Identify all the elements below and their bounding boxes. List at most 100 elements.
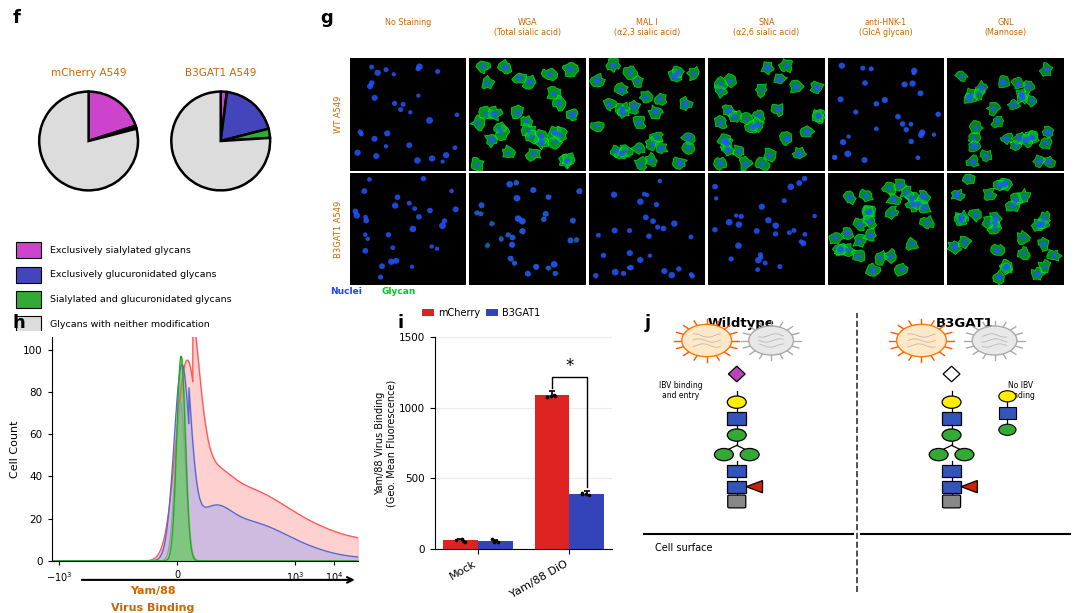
Polygon shape	[639, 259, 641, 261]
Circle shape	[976, 92, 981, 96]
Polygon shape	[998, 178, 1013, 191]
Circle shape	[556, 101, 562, 105]
Polygon shape	[760, 257, 761, 258]
Circle shape	[510, 235, 516, 240]
Polygon shape	[1011, 193, 1024, 207]
Circle shape	[727, 396, 746, 408]
Point	[542, 392, 560, 402]
Polygon shape	[919, 201, 931, 213]
Polygon shape	[744, 120, 759, 133]
Polygon shape	[645, 153, 657, 166]
Point	[574, 489, 591, 498]
Polygon shape	[1007, 99, 1021, 110]
Circle shape	[1043, 265, 1046, 269]
Polygon shape	[630, 143, 645, 154]
Circle shape	[999, 424, 1016, 435]
Wedge shape	[221, 129, 270, 141]
Circle shape	[668, 272, 676, 278]
Circle shape	[942, 429, 961, 441]
Polygon shape	[713, 157, 727, 170]
Polygon shape	[780, 132, 792, 146]
Polygon shape	[1031, 267, 1046, 280]
Circle shape	[796, 180, 802, 186]
Polygon shape	[1010, 140, 1021, 151]
Legend: mCherry, B3GAT1: mCherry, B3GAT1	[419, 304, 543, 322]
Polygon shape	[764, 148, 777, 162]
Circle shape	[620, 106, 625, 112]
Circle shape	[1034, 271, 1041, 277]
Circle shape	[514, 110, 521, 115]
Circle shape	[430, 245, 434, 249]
Circle shape	[648, 254, 652, 258]
Circle shape	[816, 113, 822, 118]
Polygon shape	[1028, 130, 1040, 143]
Polygon shape	[861, 205, 875, 218]
Circle shape	[1021, 251, 1026, 256]
Circle shape	[866, 210, 871, 215]
Polygon shape	[1042, 126, 1054, 139]
Circle shape	[918, 132, 924, 138]
Circle shape	[650, 218, 656, 224]
Circle shape	[1018, 91, 1025, 97]
Polygon shape	[562, 153, 575, 168]
Circle shape	[575, 238, 579, 242]
Polygon shape	[497, 59, 511, 74]
Polygon shape	[845, 152, 850, 156]
Circle shape	[846, 195, 853, 200]
Circle shape	[361, 188, 367, 194]
Circle shape	[856, 254, 860, 259]
Circle shape	[915, 202, 921, 207]
Polygon shape	[840, 243, 855, 257]
Polygon shape	[1037, 237, 1049, 251]
Polygon shape	[810, 81, 825, 94]
Polygon shape	[969, 140, 981, 152]
Circle shape	[867, 219, 873, 224]
Circle shape	[692, 72, 696, 76]
Polygon shape	[866, 263, 881, 276]
Text: WGA
(Total sialic acid): WGA (Total sialic acid)	[494, 18, 561, 37]
Circle shape	[1030, 135, 1035, 140]
Polygon shape	[1037, 211, 1050, 224]
Polygon shape	[574, 237, 580, 243]
Polygon shape	[981, 150, 992, 161]
Circle shape	[363, 218, 369, 223]
Circle shape	[792, 228, 797, 233]
Circle shape	[429, 155, 435, 162]
Circle shape	[1045, 159, 1051, 165]
Polygon shape	[911, 197, 926, 210]
Circle shape	[650, 142, 655, 147]
Polygon shape	[623, 66, 638, 80]
Circle shape	[442, 152, 449, 158]
Circle shape	[969, 93, 973, 97]
Circle shape	[726, 219, 732, 226]
Circle shape	[637, 145, 641, 150]
Circle shape	[372, 136, 378, 142]
Circle shape	[1024, 137, 1029, 143]
Circle shape	[782, 198, 787, 203]
Wedge shape	[89, 128, 136, 141]
Circle shape	[542, 211, 549, 217]
Polygon shape	[686, 66, 699, 80]
Polygon shape	[952, 189, 966, 200]
Polygon shape	[962, 174, 975, 185]
Polygon shape	[961, 481, 977, 493]
Circle shape	[901, 82, 908, 88]
Polygon shape	[614, 147, 628, 159]
Polygon shape	[657, 226, 658, 228]
Circle shape	[869, 66, 874, 71]
Polygon shape	[883, 98, 887, 102]
Text: f: f	[13, 9, 20, 27]
Circle shape	[1010, 203, 1016, 208]
Circle shape	[857, 239, 862, 243]
Polygon shape	[521, 123, 536, 138]
Circle shape	[860, 66, 866, 70]
Polygon shape	[629, 253, 630, 254]
Circle shape	[725, 147, 730, 153]
Polygon shape	[639, 91, 653, 103]
Polygon shape	[722, 144, 735, 156]
Polygon shape	[725, 74, 737, 88]
Circle shape	[853, 110, 858, 115]
Circle shape	[910, 202, 916, 207]
Circle shape	[594, 77, 600, 84]
Polygon shape	[682, 142, 695, 154]
